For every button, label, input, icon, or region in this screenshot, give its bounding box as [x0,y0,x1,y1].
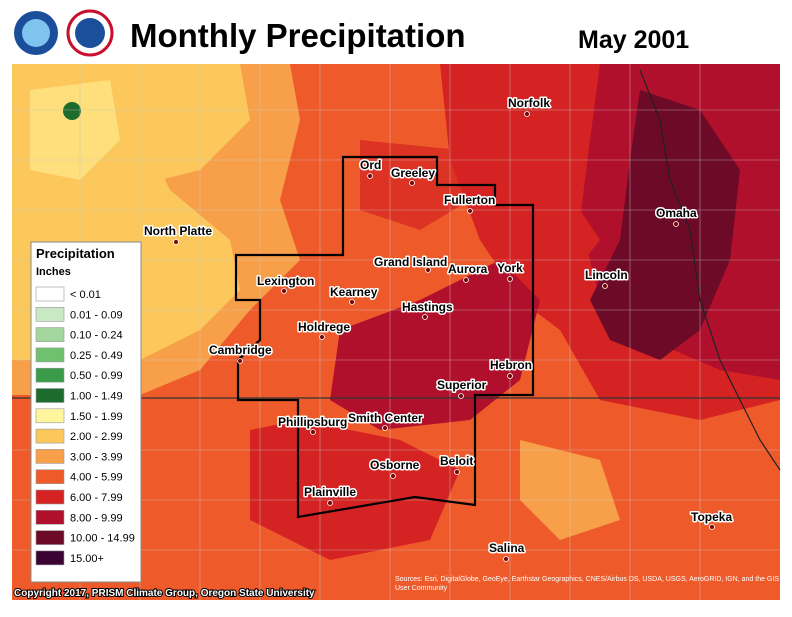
city-label: Plainville [304,485,356,499]
city-dot [425,267,431,273]
legend-swatch [35,286,65,302]
legend-swatch [35,428,65,444]
date: May 2001 [578,26,689,54]
city-dot [390,473,396,479]
legend-label: < 0.01 [70,289,101,301]
city-dot [367,173,373,179]
legend-label: 10.00 - 14.99 [70,533,135,545]
city-label: Omaha [656,206,697,220]
city-dot [673,221,679,227]
city-label: Greeley [391,166,435,180]
copyright: Copyright 2017, PRISM Climate Group, Ore… [14,588,315,599]
legend-label: 1.50 - 1.99 [70,411,123,423]
city-dot [602,283,608,289]
legend-label: 8.00 - 9.99 [70,512,123,524]
city-dot [463,277,469,283]
city-label: Superior [437,378,487,392]
city-dot [281,288,287,294]
city-label: Lexington [257,274,314,288]
city-dot [409,180,415,186]
legend-label: 3.00 - 3.99 [70,451,123,463]
city-label: Osborne [370,458,420,472]
city-label: North Platte [144,224,212,238]
city-label: Ord [360,158,381,172]
region-boundary [234,155,535,519]
legend-swatch [35,367,65,383]
city-label: Kearney [330,285,378,299]
city-dot [524,111,530,117]
legend-label: 2.00 - 2.99 [70,431,123,443]
legend-label: 4.00 - 5.99 [70,472,123,484]
legend-swatch [35,388,65,403]
city-dot [237,358,243,364]
logos [14,9,114,57]
legend-swatch [35,306,65,322]
legend-swatch [35,327,65,342]
legend: Precipitation Inches < 0.01 0.01 - 0.09 0.… [30,241,142,583]
city-dot [173,239,179,245]
city-dot [507,276,513,282]
legend-label: 0.01 - 0.09 [70,309,123,321]
city-label: Aurora [448,262,488,276]
attribution: Sources: Esri, DigitalGlobe, GeoEye, Ear… [395,576,779,592]
city-label: Hebron [490,358,532,372]
legend-label: 1.00 - 1.49 [70,391,123,403]
attribution-box: Sources: Esri, DigitalGlobe, GeoEye, Ear… [395,576,779,592]
legend-swatch [35,408,65,424]
legend-swatch [35,530,65,545]
legend-swatch [35,449,65,464]
city-dot [310,429,316,435]
city-label: Norfolk [508,96,550,110]
city-label: Fullerton [444,193,495,207]
legend-label: 0.10 - 0.24 [70,330,123,342]
city-dot [422,314,428,320]
city-label: Beloit [440,454,473,468]
city-dot [458,393,464,399]
cities: Norfolk Ord Greeley Fullerton North Platte Om… [143,95,734,562]
city-dot [467,208,473,214]
city-dot [454,469,460,475]
legend-swatch [35,469,65,485]
city-dot [503,556,509,562]
legend-units: Inches [36,266,71,278]
city-dot [319,334,325,340]
legend-title: Precipitation [36,246,115,261]
city-label: Cambridge [209,343,272,357]
legend-label: 6.00 - 7.99 [70,492,123,504]
city-dot [382,425,388,431]
city-label: Topeka [691,510,732,524]
legend-label: 0.50 - 0.99 [70,370,123,382]
city-label: Hastings [402,300,453,314]
legend-swatch [35,347,65,363]
city-label: Grand Island [374,255,447,269]
legend-swatch [35,489,65,505]
city-label: Holdrege [298,320,350,334]
city-label: Salina [489,541,525,555]
city-label: Lincoln [585,268,628,282]
city-label: York [497,261,523,275]
title: Monthly Precipitation [130,17,466,54]
city-dot [507,373,513,379]
legend-swatch [35,509,65,525]
legend-swatch [35,550,65,566]
city-label: Smith Center [348,411,423,425]
legend-label: 15.00+ [70,553,104,565]
legend-label: 0.25 - 0.49 [70,350,123,362]
city-dot [327,500,333,506]
city-dot [709,524,715,530]
city-label: Phillipsburg [278,415,347,429]
city-dot [349,299,355,305]
